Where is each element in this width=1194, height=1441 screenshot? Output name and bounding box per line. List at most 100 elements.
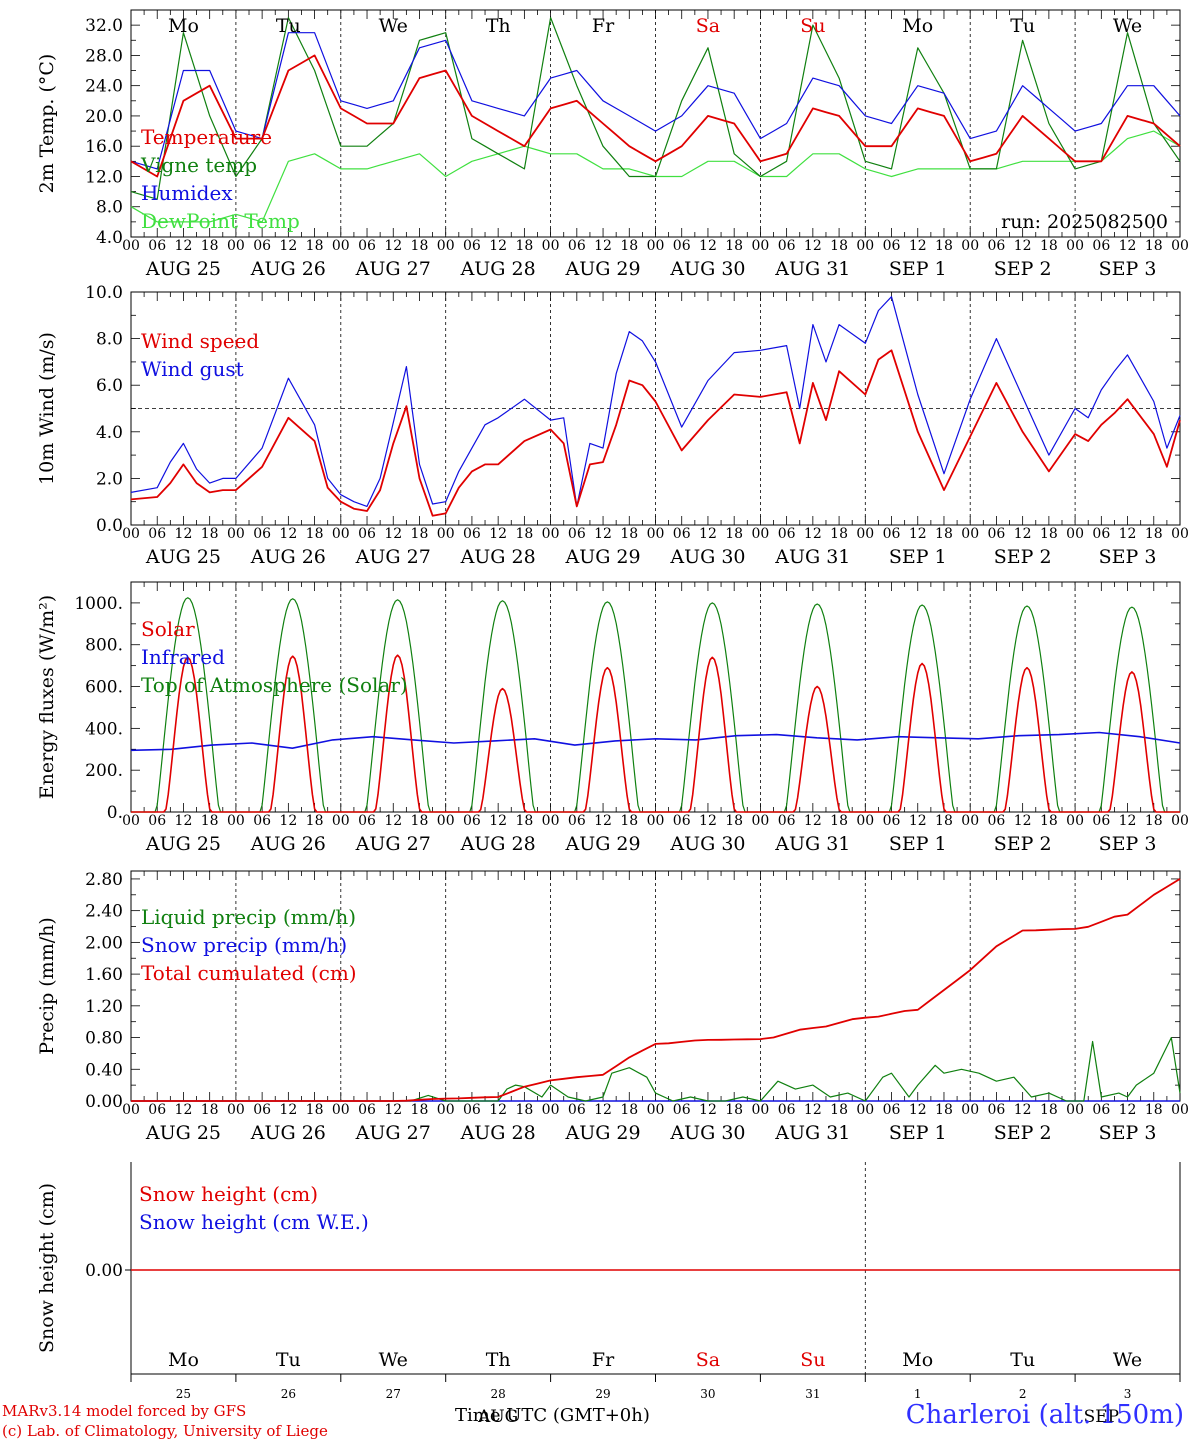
hour-tick-label: 18 (1145, 1102, 1163, 1118)
hour-tick-label: 00 (122, 813, 140, 829)
hour-tick-label: 18 (411, 813, 429, 829)
y-tick-label: 4.0 (96, 228, 123, 248)
hour-tick-label: 06 (778, 1102, 796, 1118)
legend-entry: Infrared (141, 645, 225, 669)
day-number-label: 26 (281, 1387, 296, 1401)
hour-tick-label: 12 (1119, 1102, 1137, 1118)
day-date-label: AUG 28 (460, 258, 536, 280)
weekday-label: Tu (1010, 1349, 1035, 1371)
hour-tick-label: 06 (358, 238, 376, 254)
hour-tick-label: 12 (175, 813, 193, 829)
hour-tick-label: 00 (227, 526, 245, 542)
day-date-label: AUG 29 (564, 258, 640, 280)
weekday-label: We (1113, 15, 1142, 37)
day-date-label: AUG 29 (564, 1122, 640, 1144)
run-label: run: 2025082500 (1001, 211, 1168, 233)
hour-tick-label: 18 (411, 526, 429, 542)
hour-tick-label: 06 (673, 526, 691, 542)
hour-tick-label: 12 (175, 526, 193, 542)
day-date-label: SEP 2 (994, 1122, 1052, 1144)
hour-tick-label: 06 (148, 238, 166, 254)
weekday-label: Fr (592, 1349, 615, 1371)
day-date-label: SEP 1 (889, 833, 947, 855)
hour-tick-label: 00 (122, 1102, 140, 1118)
hour-tick-label: 18 (935, 526, 953, 542)
hour-tick-label: 06 (883, 526, 901, 542)
hour-tick-label: 12 (175, 238, 193, 254)
legend-entry: Solar (141, 617, 195, 641)
series-line-infrared (130, 731, 1181, 752)
hour-tick-label: 18 (1040, 526, 1058, 542)
hour-tick-label: 12 (384, 238, 402, 254)
y-tick-label: 0.00 (85, 1092, 123, 1112)
y-tick-label: 1.60 (85, 965, 123, 985)
day-date-label: AUG 25 (145, 258, 221, 280)
day-number-label: 27 (386, 1387, 401, 1401)
hour-tick-label: 00 (961, 526, 979, 542)
hour-tick-label: 06 (253, 526, 271, 542)
hour-tick-label: 18 (201, 1102, 219, 1118)
hour-tick-label: 18 (725, 238, 743, 254)
hour-tick-label: 12 (594, 813, 612, 829)
legend-entry: Humidex (141, 181, 233, 205)
day-number-label: 3 (1124, 1387, 1132, 1401)
y-tick-label: 24.0 (85, 77, 123, 97)
y-tick-label: 0.40 (85, 1060, 123, 1080)
day-date-label: SEP 1 (889, 258, 947, 280)
hour-tick-label: 12 (594, 1102, 612, 1118)
hour-tick-label: 12 (1014, 1102, 1032, 1118)
hour-tick-label: 06 (778, 526, 796, 542)
hour-tick-label: 12 (279, 813, 297, 829)
hour-tick-label: 18 (830, 238, 848, 254)
hour-tick-label: 12 (804, 526, 822, 542)
day-date-label: AUG 27 (355, 1122, 431, 1144)
hour-tick-label: 18 (515, 238, 533, 254)
hour-tick-label: 18 (1040, 1102, 1058, 1118)
series-line-liquid-precip (131, 1036, 1181, 1102)
day-date-label: SEP 3 (1099, 258, 1157, 280)
hour-tick-label: 06 (1092, 1102, 1110, 1118)
hour-tick-label: 00 (227, 1102, 245, 1118)
day-date-label: AUG 30 (669, 833, 745, 855)
x-axis-label: Time UTC (GMT+0h) (455, 1405, 650, 1426)
hour-tick-label: 00 (856, 813, 874, 829)
hour-tick-label: 12 (909, 813, 927, 829)
day-date-label: AUG 27 (355, 546, 431, 568)
day-number-label: 31 (805, 1387, 820, 1401)
hour-tick-label: 18 (201, 238, 219, 254)
hour-tick-label: 06 (673, 1102, 691, 1118)
hour-tick-label: 06 (568, 526, 586, 542)
hour-tick-label: 00 (542, 238, 560, 254)
hour-tick-label: 12 (699, 1102, 717, 1118)
hour-tick-label: 00 (437, 526, 455, 542)
hour-tick-label: 06 (988, 238, 1006, 254)
day-date-label: AUG 25 (145, 1122, 221, 1144)
hour-tick-label: 06 (463, 813, 481, 829)
hour-tick-label: 00 (332, 526, 350, 542)
hour-tick-label: 00 (647, 813, 665, 829)
hour-tick-label: 00 (1066, 813, 1084, 829)
footer-credits: MARv3.14 model forced by GFS (c) Lab. of… (2, 1401, 328, 1441)
hour-tick-label: 00 (751, 813, 769, 829)
weekday-label: Su (800, 1349, 825, 1371)
series-line-vigne-temp (130, 17, 1181, 200)
hour-tick-label: 12 (1119, 813, 1137, 829)
hour-tick-label: 06 (568, 1102, 586, 1118)
month-label: SEP (1084, 1407, 1120, 1427)
hour-tick-label: 06 (358, 526, 376, 542)
hour-tick-label: 18 (725, 526, 743, 542)
day-date-label: AUG 30 (669, 1122, 745, 1144)
hour-tick-label: 06 (463, 1102, 481, 1118)
y-tick-label: 2.80 (85, 870, 123, 890)
y-tick-label: 2.00 (85, 933, 123, 953)
hour-tick-label: 06 (988, 526, 1006, 542)
hour-tick-label: 00 (332, 1102, 350, 1118)
y-tick-label: 400. (85, 719, 123, 739)
day-date-label: AUG 25 (145, 546, 221, 568)
y-tick-label: 12.0 (85, 167, 123, 187)
hour-tick-label: 06 (253, 238, 271, 254)
hour-tick-label: 12 (804, 813, 822, 829)
hour-tick-label: 00 (332, 813, 350, 829)
day-date-label: AUG 31 (774, 833, 850, 855)
